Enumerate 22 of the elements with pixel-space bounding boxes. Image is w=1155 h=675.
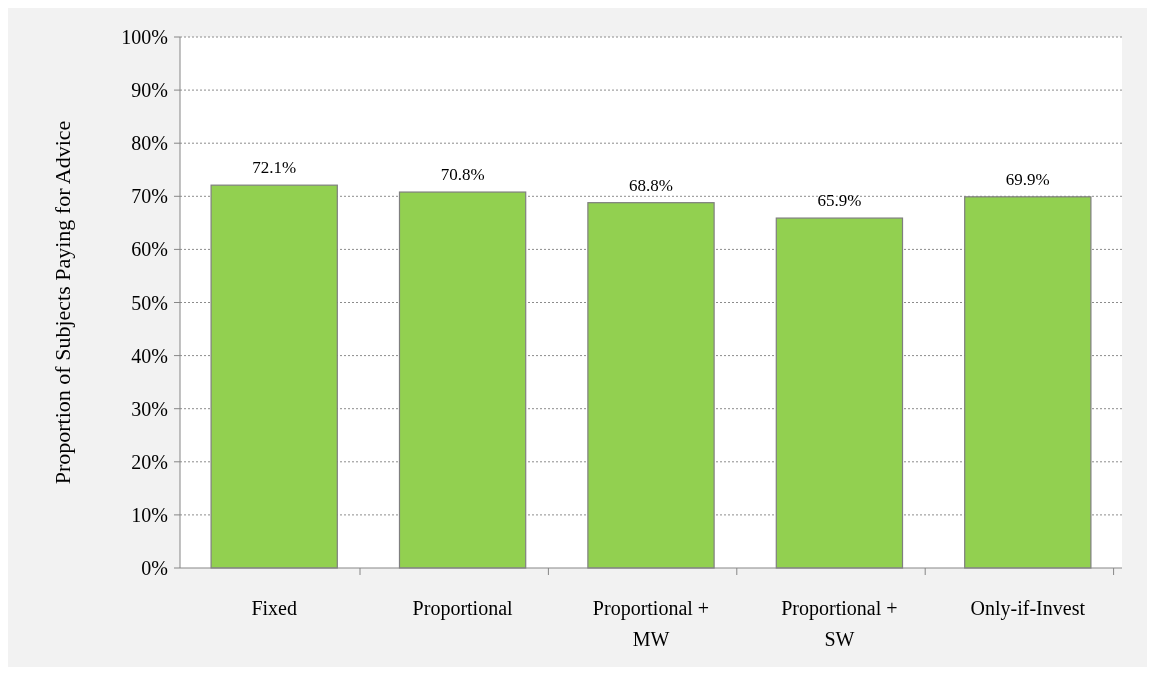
y-tick-label: 90% [131,79,168,102]
data-label: 70.8% [440,165,485,185]
x-tick-label: Fixed [251,597,297,619]
y-tick-label: 0% [141,557,168,579]
data-label: 68.8% [629,175,673,195]
data-label: 72.1% [252,158,297,178]
x-tick-label: Only-if-Invest [970,597,1086,620]
y-tick-label: 20% [131,450,168,473]
y-tick-label: 10% [131,503,168,526]
y-tick-label: 30% [131,397,168,420]
y-tick-label: 70% [131,185,168,208]
x-tick-label: Proportional + SW [781,597,898,650]
x-tick-label: Proportional [412,597,514,620]
data-label: 69.9% [1005,169,1050,189]
x-tick-label: Proportional + MW [592,597,710,650]
y-axis-title: Proportion of Subjects Paying for Advice [50,120,75,485]
y-tick-label: 40% [131,344,168,367]
y-tick-label: 50% [131,291,168,314]
y-tick-label: 60% [131,238,168,261]
y-tick-label: 80% [131,132,168,155]
y-tick-label: 100% [121,26,168,48]
data-label: 65.9% [817,191,862,211]
